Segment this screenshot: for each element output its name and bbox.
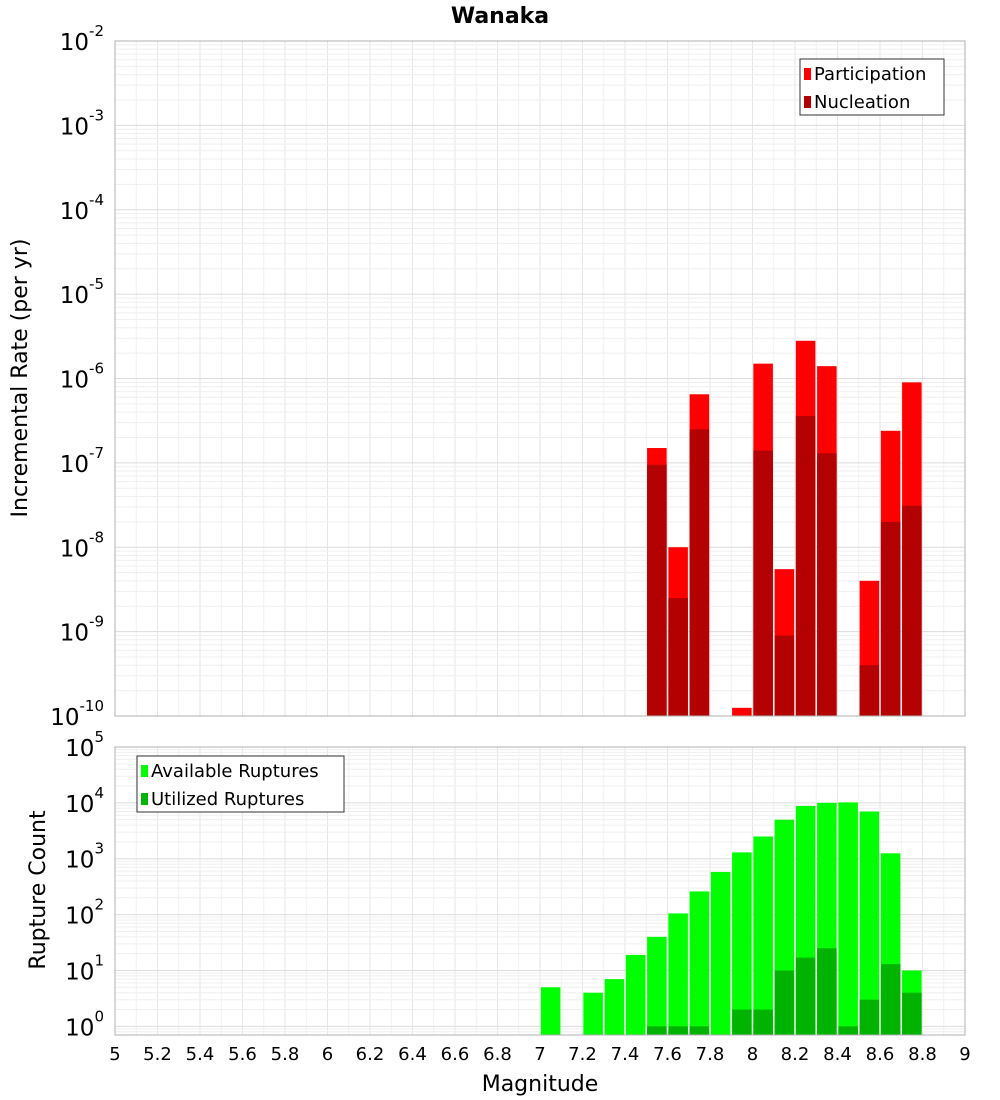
rate-y-tick-label: 10-10 — [50, 697, 104, 731]
count-legend-label: Utilized Ruptures — [151, 789, 304, 810]
x-tick-label: 7 — [534, 1044, 545, 1065]
count-bar-utilized-ruptures — [774, 970, 795, 1035]
x-tick-label: 7.8 — [696, 1044, 725, 1065]
x-tick-label: 8.2 — [781, 1044, 810, 1065]
count-bar-utilized-ruptures — [859, 999, 880, 1035]
rate-y-tick-label: 10-5 — [60, 275, 104, 309]
count-bar-available-ruptures — [838, 802, 858, 1035]
rate-legend-label: Nucleation — [814, 92, 910, 113]
count-bar-available-ruptures — [710, 871, 731, 1035]
count-bar-utilized-ruptures — [880, 964, 901, 1035]
x-tick-label: 5.6 — [228, 1044, 257, 1065]
x-tick-label: 8.8 — [908, 1044, 937, 1065]
rate-bar-nucleation — [774, 635, 795, 716]
rate-panel: 10-10 10-9 10-8 10-7 10-6 10-5 10-4 10-3 10-2 Par… — [50, 22, 966, 731]
rate-bar-nucleation — [817, 453, 837, 716]
count-legend-swatch — [141, 765, 148, 777]
rate-plot-border — [114, 40, 966, 717]
count-bar-utilized-ruptures — [647, 1026, 667, 1035]
x-axis-label: Magnitude — [482, 1072, 599, 1097]
rate-legend-label: Participation — [814, 64, 926, 85]
count-panel: 100 101 102 103 104 105 5 5.2 5.4 5.6 5.8 6 6.2 6.4 6.… — [65, 728, 971, 1065]
count-bar-utilized-ruptures — [668, 1026, 688, 1035]
x-tick-label: 6 — [322, 1044, 333, 1065]
x-tick-label: 7.4 — [611, 1044, 640, 1065]
x-tick-label: 6.8 — [483, 1044, 512, 1065]
x-tick-label: 9 — [959, 1044, 970, 1065]
count-bar-available-ruptures — [753, 836, 773, 1035]
rate-y-tick-label: 10-3 — [60, 106, 104, 140]
rate-y-tick-label: 10-2 — [60, 22, 104, 56]
count-legend: Available Ruptures Utilized Ruptures — [136, 755, 345, 813]
rate-y-tick-label: 10-4 — [60, 191, 104, 225]
count-bar-available-ruptures — [668, 913, 688, 1035]
count-bar-utilized-ruptures — [817, 948, 837, 1035]
rate-bar-nucleation — [647, 464, 667, 716]
count-bar-available-ruptures — [625, 954, 646, 1035]
x-tick-label: 7.6 — [653, 1044, 682, 1065]
count-legend-swatch — [141, 793, 148, 805]
rate-y-tick-label: 10-7 — [60, 444, 104, 478]
x-tick-label: 8.6 — [866, 1044, 895, 1065]
count-legend-label: Available Ruptures — [151, 761, 319, 782]
count-legend-box — [136, 755, 345, 813]
count-y-tick-label: 105 — [65, 728, 104, 762]
count-bar-available-ruptures — [647, 936, 667, 1035]
rate-bar-nucleation — [668, 598, 688, 716]
x-tick-label: 7.2 — [568, 1044, 597, 1065]
rate-y-tick-label: 10-6 — [60, 360, 104, 394]
count-bar-available-ruptures — [604, 979, 625, 1035]
x-tick-label: 5.2 — [143, 1044, 172, 1065]
count-bar-available-ruptures — [583, 992, 603, 1035]
count-bar-utilized-ruptures — [902, 992, 922, 1035]
count-bar-available-ruptures — [859, 811, 880, 1035]
rate-bar-nucleation — [902, 505, 922, 716]
x-tick-label: 8.4 — [823, 1044, 852, 1065]
rate-bar-participation — [732, 707, 752, 716]
x-tick-label: 6.4 — [398, 1044, 427, 1065]
x-tick-label: 5 — [109, 1044, 120, 1065]
rate-y-tick-label: 10-8 — [60, 528, 104, 562]
count-y-tick-label: 101 — [65, 951, 104, 985]
count-bar-utilized-ruptures — [732, 1009, 752, 1035]
rate-bar-nucleation — [753, 450, 773, 716]
rate-bar-nucleation — [880, 521, 901, 716]
x-tick-label: 5.8 — [271, 1044, 300, 1065]
count-bar-utilized-ruptures — [689, 1026, 710, 1035]
count-bar-available-ruptures — [689, 891, 710, 1035]
chart-title: Wanaka — [451, 4, 549, 29]
count-bar-available-ruptures — [732, 852, 752, 1035]
count-bar-available-ruptures — [540, 987, 561, 1035]
rate-legend: Participation Nucleation — [799, 58, 945, 116]
x-tick-label: 8 — [747, 1044, 758, 1065]
count-y-tick-label: 103 — [65, 840, 104, 874]
x-tick-label: 5.4 — [186, 1044, 215, 1065]
rate-legend-box — [799, 58, 945, 116]
rate-legend-swatch — [804, 96, 811, 108]
rate-legend-swatch — [804, 68, 811, 80]
rate-bar-nucleation — [689, 429, 710, 716]
rate-y-tick-label: 10-9 — [60, 613, 104, 647]
x-tick-label: 6.6 — [441, 1044, 470, 1065]
rate-bar-nucleation — [859, 665, 880, 716]
count-bar-utilized-ruptures — [753, 1009, 773, 1035]
count-bar-utilized-ruptures — [795, 957, 816, 1035]
x-tick-label: 6.2 — [356, 1044, 385, 1065]
rate-y-axis-label: Incremental Rate (per yr) — [8, 239, 33, 518]
count-y-tick-label: 102 — [65, 896, 104, 930]
count-y-axis-label: Rupture Count — [26, 810, 51, 970]
count-y-tick-label: 100 — [65, 1007, 104, 1041]
count-bar-utilized-ruptures — [838, 1026, 858, 1035]
rate-bar-nucleation — [795, 415, 816, 716]
count-y-tick-label: 104 — [65, 784, 104, 818]
count-plot-border — [114, 746, 966, 1036]
